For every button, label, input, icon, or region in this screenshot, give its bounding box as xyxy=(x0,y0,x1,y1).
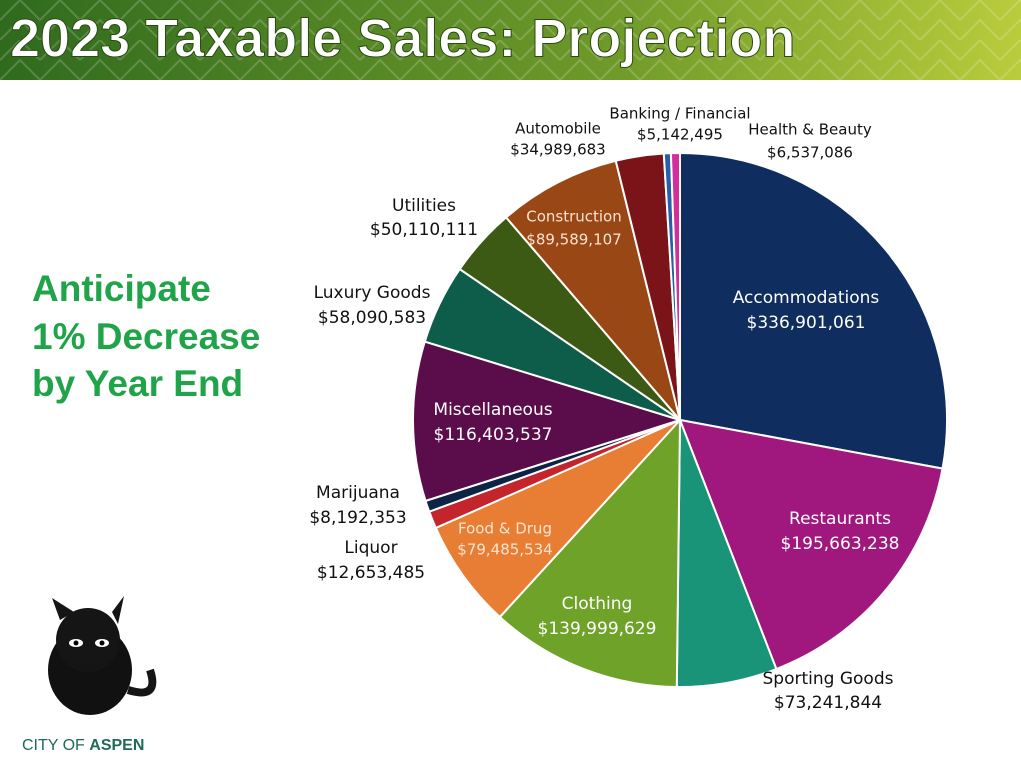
slice-label: Food & Drug xyxy=(458,520,552,538)
slice-label: Marijuana xyxy=(316,483,400,503)
slice-label: Automobile xyxy=(515,120,601,138)
slice-value-label: $12,653,485 xyxy=(317,563,425,583)
pie-slice xyxy=(504,159,681,421)
slice-label: Banking / Financial xyxy=(609,105,750,123)
slice-label: Accommodations xyxy=(733,288,880,308)
slice-value-label: $89,589,107 xyxy=(526,231,621,249)
logo-city: CITY OF xyxy=(22,737,85,754)
slice-value-label: $58,090,583 xyxy=(318,308,426,328)
slice-value-label: $8,192,353 xyxy=(309,508,406,528)
slice-value-label: $50,110,111 xyxy=(370,220,478,240)
pie-slice xyxy=(679,151,948,470)
annotation-line: Anticipate xyxy=(32,268,211,309)
annotation-line: by Year End xyxy=(32,363,243,404)
slice-label: Construction xyxy=(526,208,622,226)
header-pattern xyxy=(0,0,1021,80)
pie-slice xyxy=(434,419,681,619)
slice-label: Sporting Goods xyxy=(763,669,894,689)
slice-value-label: $79,485,534 xyxy=(457,541,552,559)
slice-label: Miscellaneous xyxy=(433,400,552,420)
chart-title: 2023 Taxable Sales: Projection xyxy=(10,8,795,68)
annotation: Anticipate 1% Decrease by Year End xyxy=(32,268,260,404)
slice-value-label: $73,241,844 xyxy=(774,693,882,713)
pie-slice xyxy=(498,417,682,688)
slice-label: Utilities xyxy=(392,196,456,216)
slice-label: Health & Beauty xyxy=(748,121,872,139)
slice-value-label: $116,403,537 xyxy=(434,425,553,445)
slice-value-label: $336,901,061 xyxy=(747,313,866,333)
logo-text: CITY OF ASPEN xyxy=(22,737,144,754)
annotation-line: 1% Decrease xyxy=(32,316,260,357)
slice-value-label: $195,663,238 xyxy=(781,534,900,554)
slice-value-label: $139,999,629 xyxy=(538,619,657,639)
slice-label: Restaurants xyxy=(789,509,891,529)
slice-label: Luxury Goods xyxy=(314,283,431,303)
pie-slice xyxy=(412,340,684,503)
slice-label: Clothing xyxy=(562,594,633,614)
cat-logo xyxy=(48,596,157,715)
pie-slice xyxy=(669,151,681,421)
slice-value-label: $5,142,495 xyxy=(637,126,723,144)
pie-slice xyxy=(678,418,944,671)
slice-label: Liquor xyxy=(344,538,397,558)
slice-value-label: $6,537,086 xyxy=(767,144,853,162)
logo-aspen: ASPEN xyxy=(89,737,144,754)
slice-value-label: $34,989,683 xyxy=(510,141,605,159)
